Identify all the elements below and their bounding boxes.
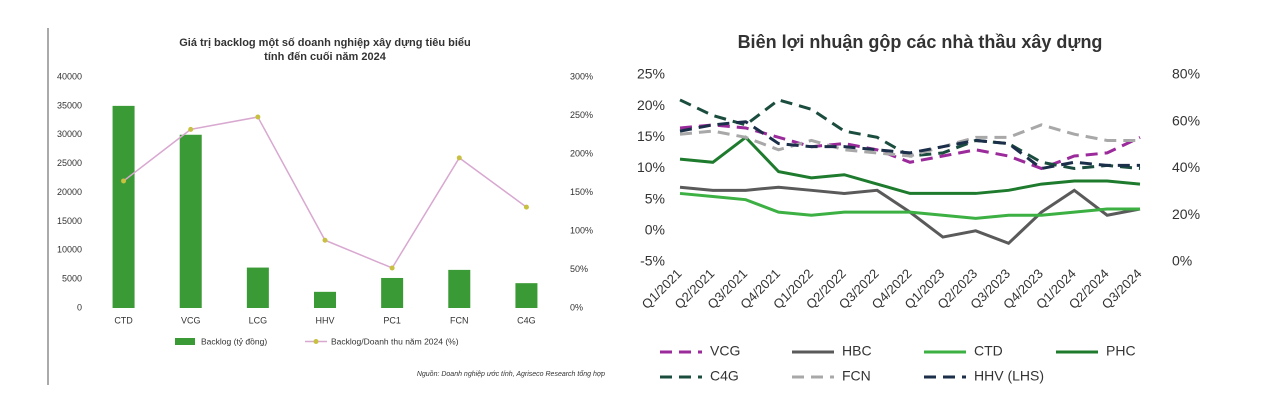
- y2-tick-label: 200%: [570, 148, 593, 158]
- line: [679, 135, 1141, 195]
- bar: [246, 267, 269, 308]
- legend-label: Backlog (tỷ đồng): [201, 336, 267, 346]
- y-tick-label: 15%: [637, 128, 665, 144]
- marker: [188, 126, 194, 132]
- x-tick-label: C4G: [517, 315, 536, 325]
- y2-tick-label: 0%: [1172, 253, 1192, 269]
- x-tick-label: VCG: [181, 315, 201, 325]
- y2-tick-label: 250%: [570, 110, 593, 120]
- x-tick-label: LCG: [249, 315, 268, 325]
- y-tick-label: 0%: [645, 222, 665, 238]
- legend-label: VCG: [710, 343, 740, 359]
- chart-title: tính đến cuối năm 2024: [264, 51, 387, 63]
- y-tick-label: 10%: [637, 159, 665, 175]
- y2-tick-label: 300%: [570, 71, 593, 81]
- y-tick-label: 25%: [637, 66, 665, 82]
- line: [679, 191, 1140, 220]
- y2-tick-label: 40%: [1172, 159, 1200, 175]
- y2-tick-label: 50%: [570, 264, 588, 274]
- marker: [322, 237, 328, 243]
- line: [679, 120, 1140, 171]
- y2-tick-label: 60%: [1172, 112, 1200, 128]
- marker: [523, 204, 529, 210]
- legend-label: C4G: [710, 368, 739, 384]
- bar: [448, 269, 471, 308]
- legend-marker: [313, 339, 319, 344]
- y-tick-label: 0: [77, 302, 82, 312]
- y-tick-label: 20000: [57, 187, 82, 197]
- y-tick-label: 35000: [57, 100, 82, 110]
- legend-label: PHC: [1106, 343, 1136, 359]
- bar: [515, 283, 538, 308]
- y2-tick-label: 0%: [570, 302, 583, 312]
- bar: [112, 105, 135, 308]
- y-tick-label: -5%: [640, 253, 665, 269]
- y-tick-label: 5000: [62, 274, 82, 284]
- y-tick-label: 20%: [637, 97, 665, 113]
- marker: [255, 114, 261, 120]
- line: [679, 123, 1141, 171]
- legend-label: HBC: [842, 343, 872, 359]
- y2-tick-label: 20%: [1172, 206, 1200, 222]
- bar: [381, 277, 404, 308]
- chart-title: Biên lợi nhuận gộp các nhà thầu xây dựng: [738, 32, 1103, 52]
- y2-tick-label: 100%: [570, 225, 593, 235]
- source-note: Nguồn: Doanh nghiệp ước tính, Agriseco R…: [417, 369, 605, 378]
- y-tick-label: 10000: [57, 245, 82, 255]
- marker: [121, 178, 127, 184]
- y-tick-label: 40000: [57, 71, 82, 81]
- marker: [456, 155, 462, 161]
- bar: [179, 134, 202, 308]
- x-tick-label: HHV: [315, 315, 334, 325]
- x-tick-label: PC1: [383, 315, 401, 325]
- y-tick-label: 30000: [57, 129, 82, 139]
- x-tick-label: FCN: [450, 315, 469, 325]
- marker: [389, 265, 395, 271]
- chart-title: Giá trị backlog một số doanh nghiệp xây …: [179, 37, 471, 49]
- legend-label: CTD: [974, 343, 1003, 359]
- x-tick-label: CTD: [114, 315, 133, 325]
- y-tick-label: 25000: [57, 158, 82, 168]
- legend-swatch: [175, 338, 195, 345]
- line: [679, 185, 1141, 246]
- legend-label: FCN: [842, 368, 871, 384]
- y2-tick-label: 80%: [1172, 66, 1200, 82]
- y-tick-label: 5%: [645, 190, 665, 206]
- legend-label: Backlog/Doanh thu năm 2024 (%): [331, 336, 459, 346]
- y-tick-label: 15000: [57, 216, 82, 226]
- y2-tick-label: 150%: [570, 187, 593, 197]
- line: [679, 123, 1140, 158]
- legend-label: HHV (LHS): [974, 368, 1044, 384]
- bar: [314, 291, 336, 308]
